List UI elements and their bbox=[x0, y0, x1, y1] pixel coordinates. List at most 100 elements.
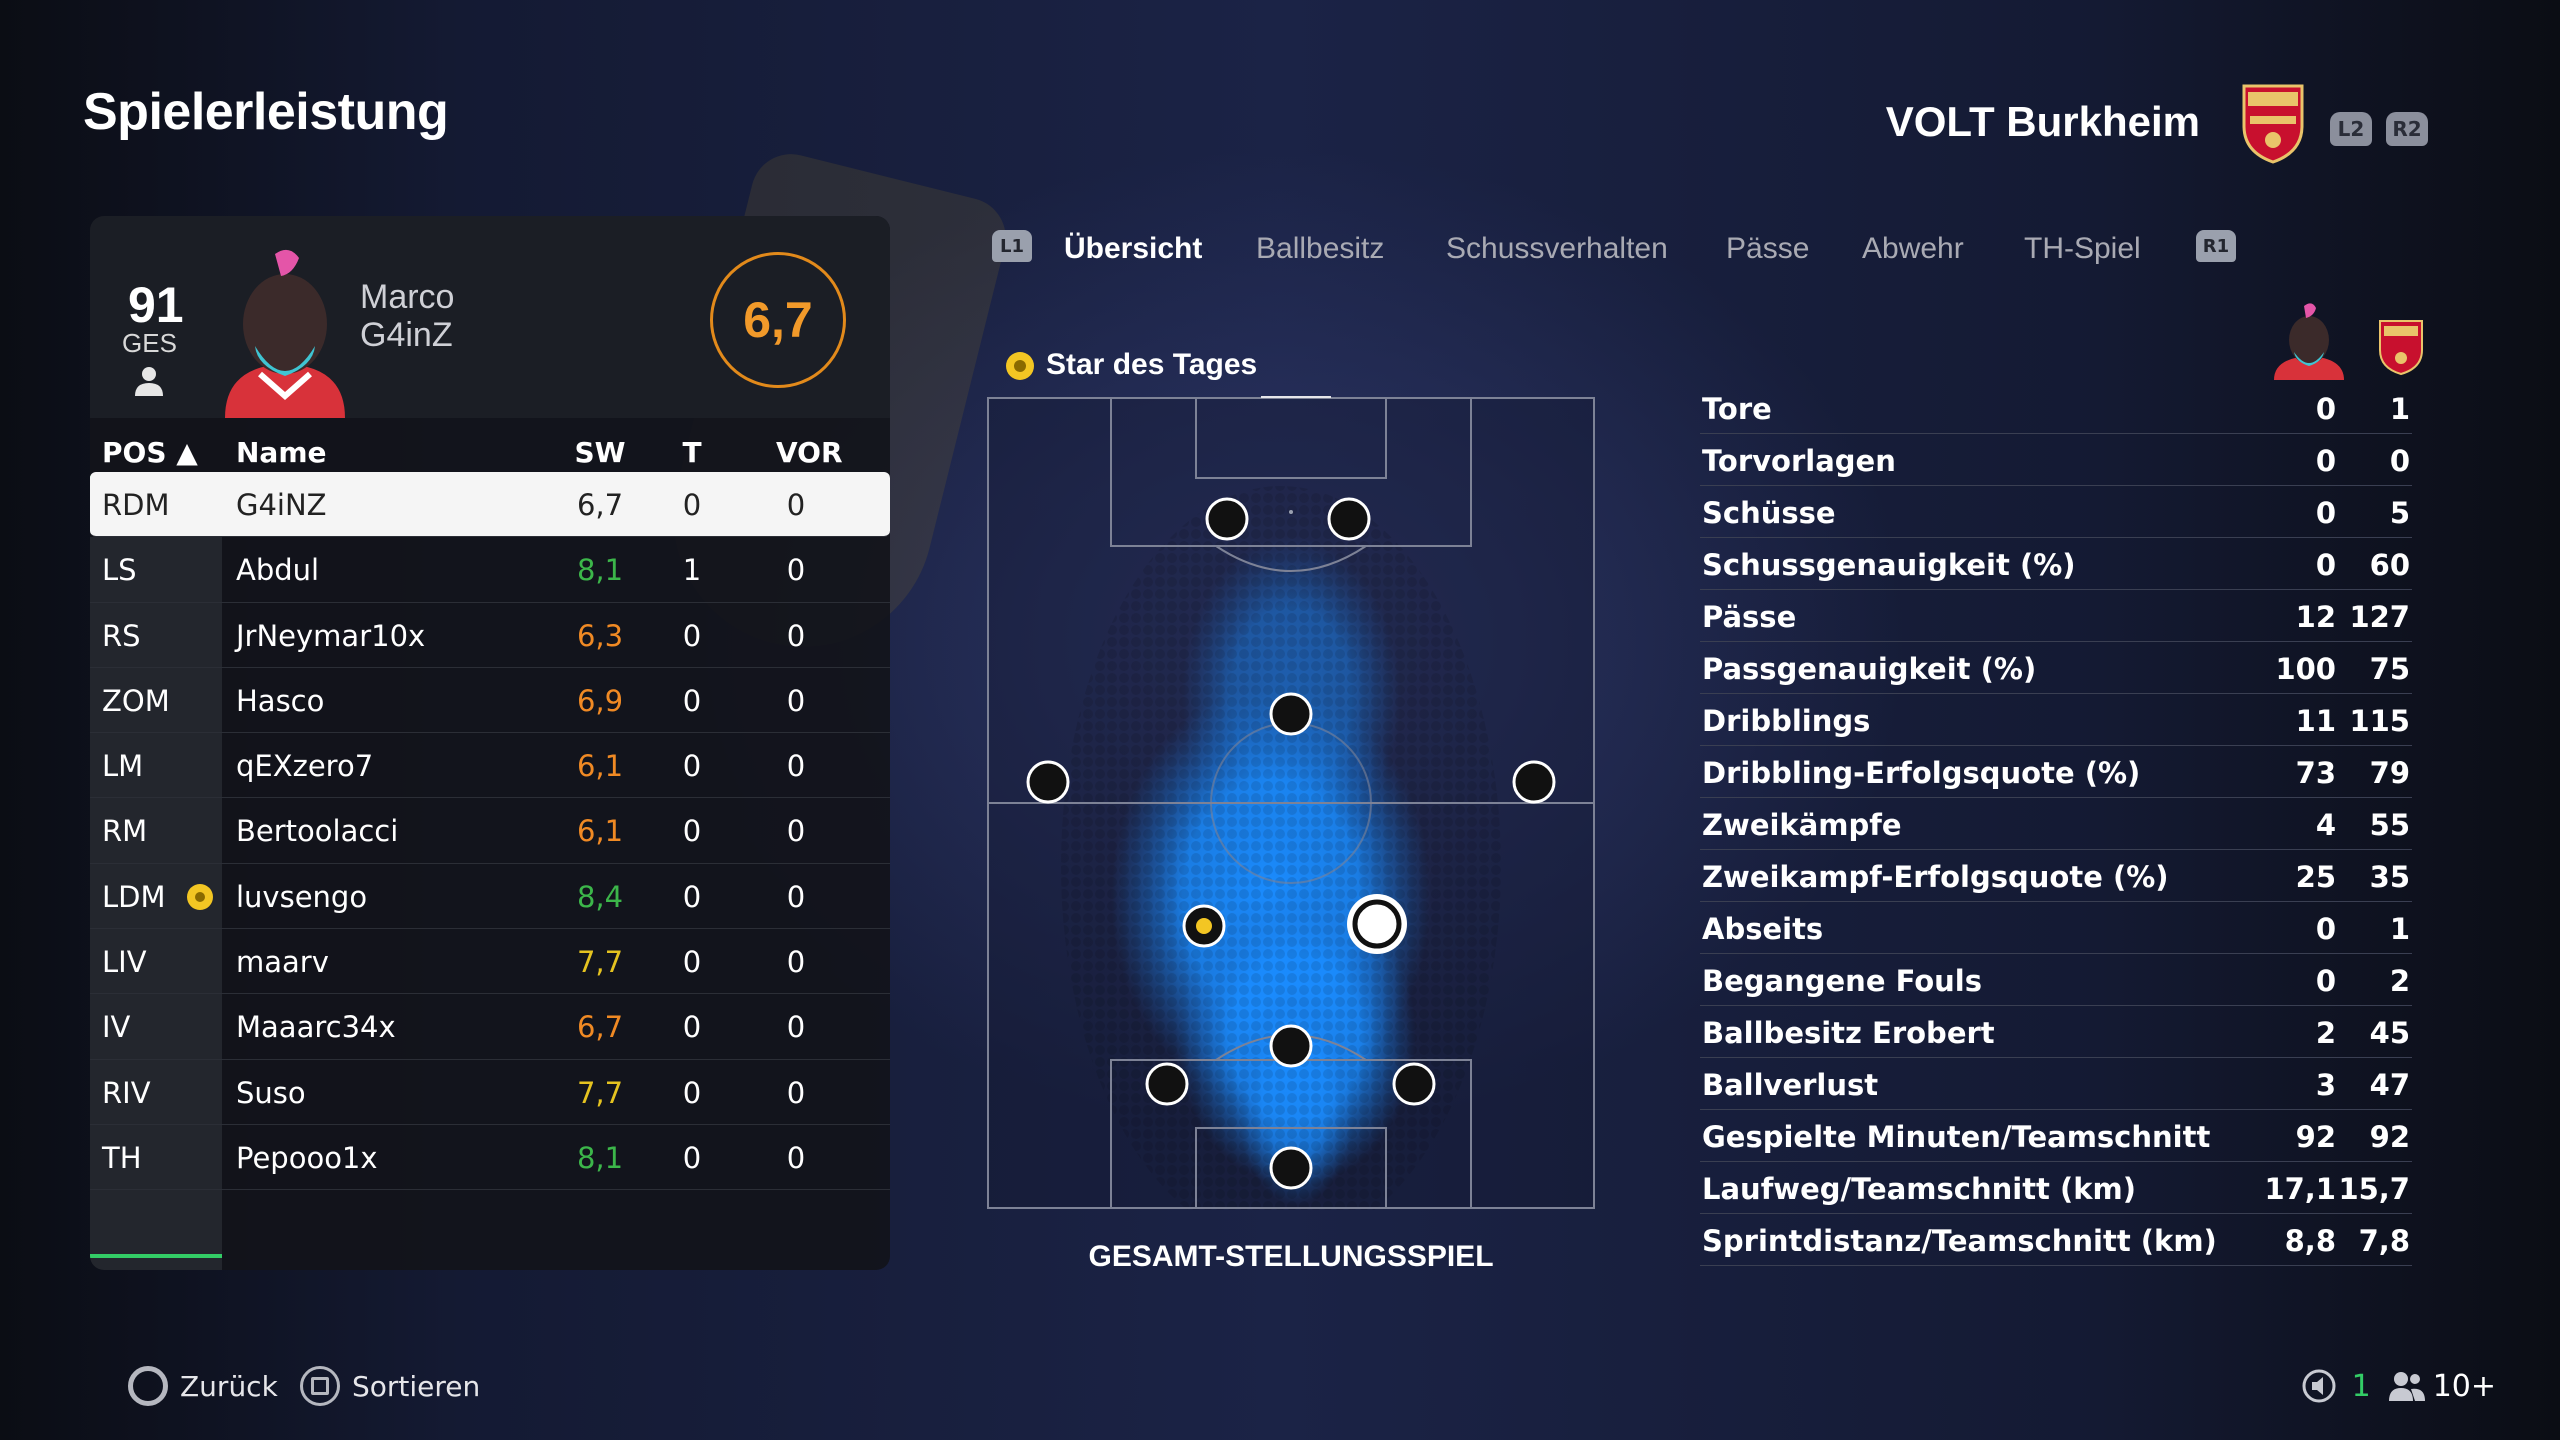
stat-label: Schüsse bbox=[1702, 496, 1836, 530]
table-row[interactable]: RIV Suso 7,7 0 0 bbox=[90, 1059, 890, 1125]
overall-value: 91 bbox=[128, 277, 184, 333]
column-header-name[interactable]: Name bbox=[236, 436, 327, 469]
row-name: maarv bbox=[236, 945, 329, 980]
stat-row: Dribbling-Erfolgsquote (%) 73 79 bbox=[1700, 746, 2412, 798]
row-name: Bertoolacci bbox=[236, 814, 399, 849]
row-name: luvsengo bbox=[236, 879, 368, 914]
pos-column-bottom-indicator bbox=[90, 1254, 222, 1258]
team-column-badge-icon bbox=[2379, 320, 2423, 376]
row-assists: 0 bbox=[786, 749, 806, 784]
row-name: Maaarc34x bbox=[236, 1010, 396, 1045]
square-button-icon bbox=[300, 1366, 340, 1406]
table-row[interactable]: LDM luvsengo 8,4 0 0 bbox=[90, 863, 890, 930]
stat-label: Zweikämpfe bbox=[1702, 808, 1902, 842]
tab-schussverhalten[interactable]: Schussverhalten bbox=[1446, 232, 1668, 265]
r1-button[interactable]: R1 bbox=[2196, 230, 2236, 262]
table-row[interactable]: RS JrNeymar10x 6,3 0 0 bbox=[90, 602, 890, 668]
row-pos: RIV bbox=[102, 1075, 151, 1110]
stat-label: Pässe bbox=[1702, 600, 1797, 634]
row-goals: 0 bbox=[682, 749, 702, 784]
match-rating: 6,7 bbox=[710, 252, 846, 388]
column-header-pos[interactable]: POS ▲ bbox=[102, 436, 198, 469]
column-header-vor[interactable]: VOR bbox=[776, 436, 843, 469]
row-goals: 1 bbox=[682, 553, 702, 588]
person-icon bbox=[135, 367, 163, 396]
stat-team-value: 35 bbox=[2369, 860, 2410, 894]
pos-cell-bg bbox=[90, 733, 222, 798]
row-rating: 6,9 bbox=[576, 683, 624, 718]
row-assists: 0 bbox=[786, 683, 806, 718]
player-list-panel: 91 GES Marco G4inZ 6,7 POS ▲ Name SW T V… bbox=[90, 216, 890, 1270]
column-header-t[interactable]: T bbox=[682, 436, 702, 469]
stat-player-value: 100 bbox=[2275, 652, 2336, 686]
stat-label: Abseits bbox=[1702, 912, 1824, 946]
speaker-icon bbox=[2302, 1369, 2336, 1403]
player-column-avatar bbox=[2274, 303, 2344, 380]
stat-label: Passgenauigkeit (%) bbox=[1702, 652, 2037, 686]
table-row[interactable]: LM qEXzero7 6,1 0 0 bbox=[90, 733, 890, 799]
stat-row: Schüsse 0 5 bbox=[1700, 486, 2412, 538]
row-pos: LM bbox=[102, 749, 144, 784]
stat-player-value: 4 bbox=[2315, 808, 2336, 842]
table-row[interactable]: RM Bertoolacci 6,1 0 0 bbox=[90, 798, 890, 864]
row-name: Suso bbox=[236, 1075, 306, 1110]
player-first-name: Marco bbox=[360, 278, 455, 316]
stat-player-value: 25 bbox=[2295, 860, 2336, 894]
table-row[interactable]: LS Abdul 8,1 1 0 bbox=[90, 537, 890, 603]
stat-player-value: 0 bbox=[2315, 496, 2336, 530]
stat-team-value: 45 bbox=[2369, 1016, 2410, 1050]
tab-abwehr[interactable]: Abwehr bbox=[1862, 232, 1964, 265]
tab-ubersicht[interactable]: Übersicht bbox=[1064, 232, 1203, 265]
table-row[interactable]: TH Pepooo1x 8,1 0 0 bbox=[90, 1124, 890, 1191]
row-goals: 0 bbox=[682, 1010, 702, 1045]
pos-cell-bg bbox=[90, 798, 222, 863]
table-row[interactable]: IV Maaarc34x 6,7 0 0 bbox=[90, 994, 890, 1060]
row-assists: 0 bbox=[786, 618, 806, 653]
stat-team-value: 7,8 bbox=[2358, 1224, 2410, 1258]
stat-team-value: 55 bbox=[2369, 808, 2410, 842]
row-pos: RS bbox=[102, 618, 141, 653]
player-card: 91 GES Marco G4inZ 6,7 bbox=[90, 216, 890, 418]
tab-th-spiel[interactable]: TH-Spiel bbox=[2024, 232, 2141, 265]
l2-button[interactable]: L2 bbox=[2330, 112, 2372, 146]
row-goals: 0 bbox=[682, 814, 702, 849]
row-rating: 8,1 bbox=[576, 1140, 624, 1175]
stat-label: Zweikampf-Erfolgsquote (%) bbox=[1702, 860, 2169, 894]
table-row[interactable]: RDM G4iNZ 6,7 0 0 bbox=[90, 472, 890, 538]
stat-row: Passgenauigkeit (%) 100 75 bbox=[1700, 642, 2412, 694]
players-icon bbox=[2388, 1372, 2425, 1401]
back-button[interactable]: Zurück bbox=[128, 1364, 278, 1408]
row-assists: 0 bbox=[786, 879, 806, 914]
table-row[interactable]: LIV maarv 7,7 0 0 bbox=[90, 929, 890, 995]
table-row[interactable]: ZOM Hasco 6,9 0 0 bbox=[90, 667, 890, 734]
r2-button[interactable]: R2 bbox=[2386, 112, 2428, 146]
row-name: JrNeymar10x bbox=[236, 618, 426, 653]
row-rating: 8,4 bbox=[576, 879, 624, 914]
column-header-sw[interactable]: SW bbox=[574, 436, 626, 469]
row-assists: 0 bbox=[786, 1140, 806, 1175]
tab-passe[interactable]: Pässe bbox=[1726, 232, 1810, 265]
stat-label: Sprintdistanz/Teamschnitt (km) bbox=[1702, 1224, 2217, 1258]
row-pos: RM bbox=[102, 814, 148, 849]
stat-team-value: 92 bbox=[2369, 1120, 2410, 1154]
row-name: Pepooo1x bbox=[236, 1140, 378, 1175]
tab-ballbesitz[interactable]: Ballbesitz bbox=[1256, 232, 1385, 265]
sort-label: Sortieren bbox=[352, 1369, 481, 1403]
stat-row: Laufweg/Teamschnitt (km) 17,1 15,7 bbox=[1700, 1162, 2412, 1214]
pos-cell-bg bbox=[90, 537, 222, 602]
row-goals: 0 bbox=[682, 1075, 702, 1110]
stat-team-value: 15,7 bbox=[2338, 1172, 2410, 1206]
row-assists: 0 bbox=[786, 1075, 806, 1110]
row-pos: IV bbox=[102, 1010, 131, 1045]
stat-player-value: 17,1 bbox=[2264, 1172, 2336, 1206]
l1-button[interactable]: L1 bbox=[992, 230, 1032, 262]
player-last-name: G4inZ bbox=[360, 316, 453, 354]
stat-player-value: 92 bbox=[2295, 1120, 2336, 1154]
stat-player-value: 8,8 bbox=[2284, 1224, 2336, 1258]
stat-player-value: 11 bbox=[2295, 704, 2336, 738]
stat-label: Dribbling-Erfolgsquote (%) bbox=[1702, 756, 2141, 790]
stat-player-value: 0 bbox=[2315, 548, 2336, 582]
sort-button[interactable]: Sortieren bbox=[300, 1364, 480, 1408]
pos-column-filler bbox=[90, 1190, 222, 1270]
row-pos: TH bbox=[102, 1140, 142, 1175]
